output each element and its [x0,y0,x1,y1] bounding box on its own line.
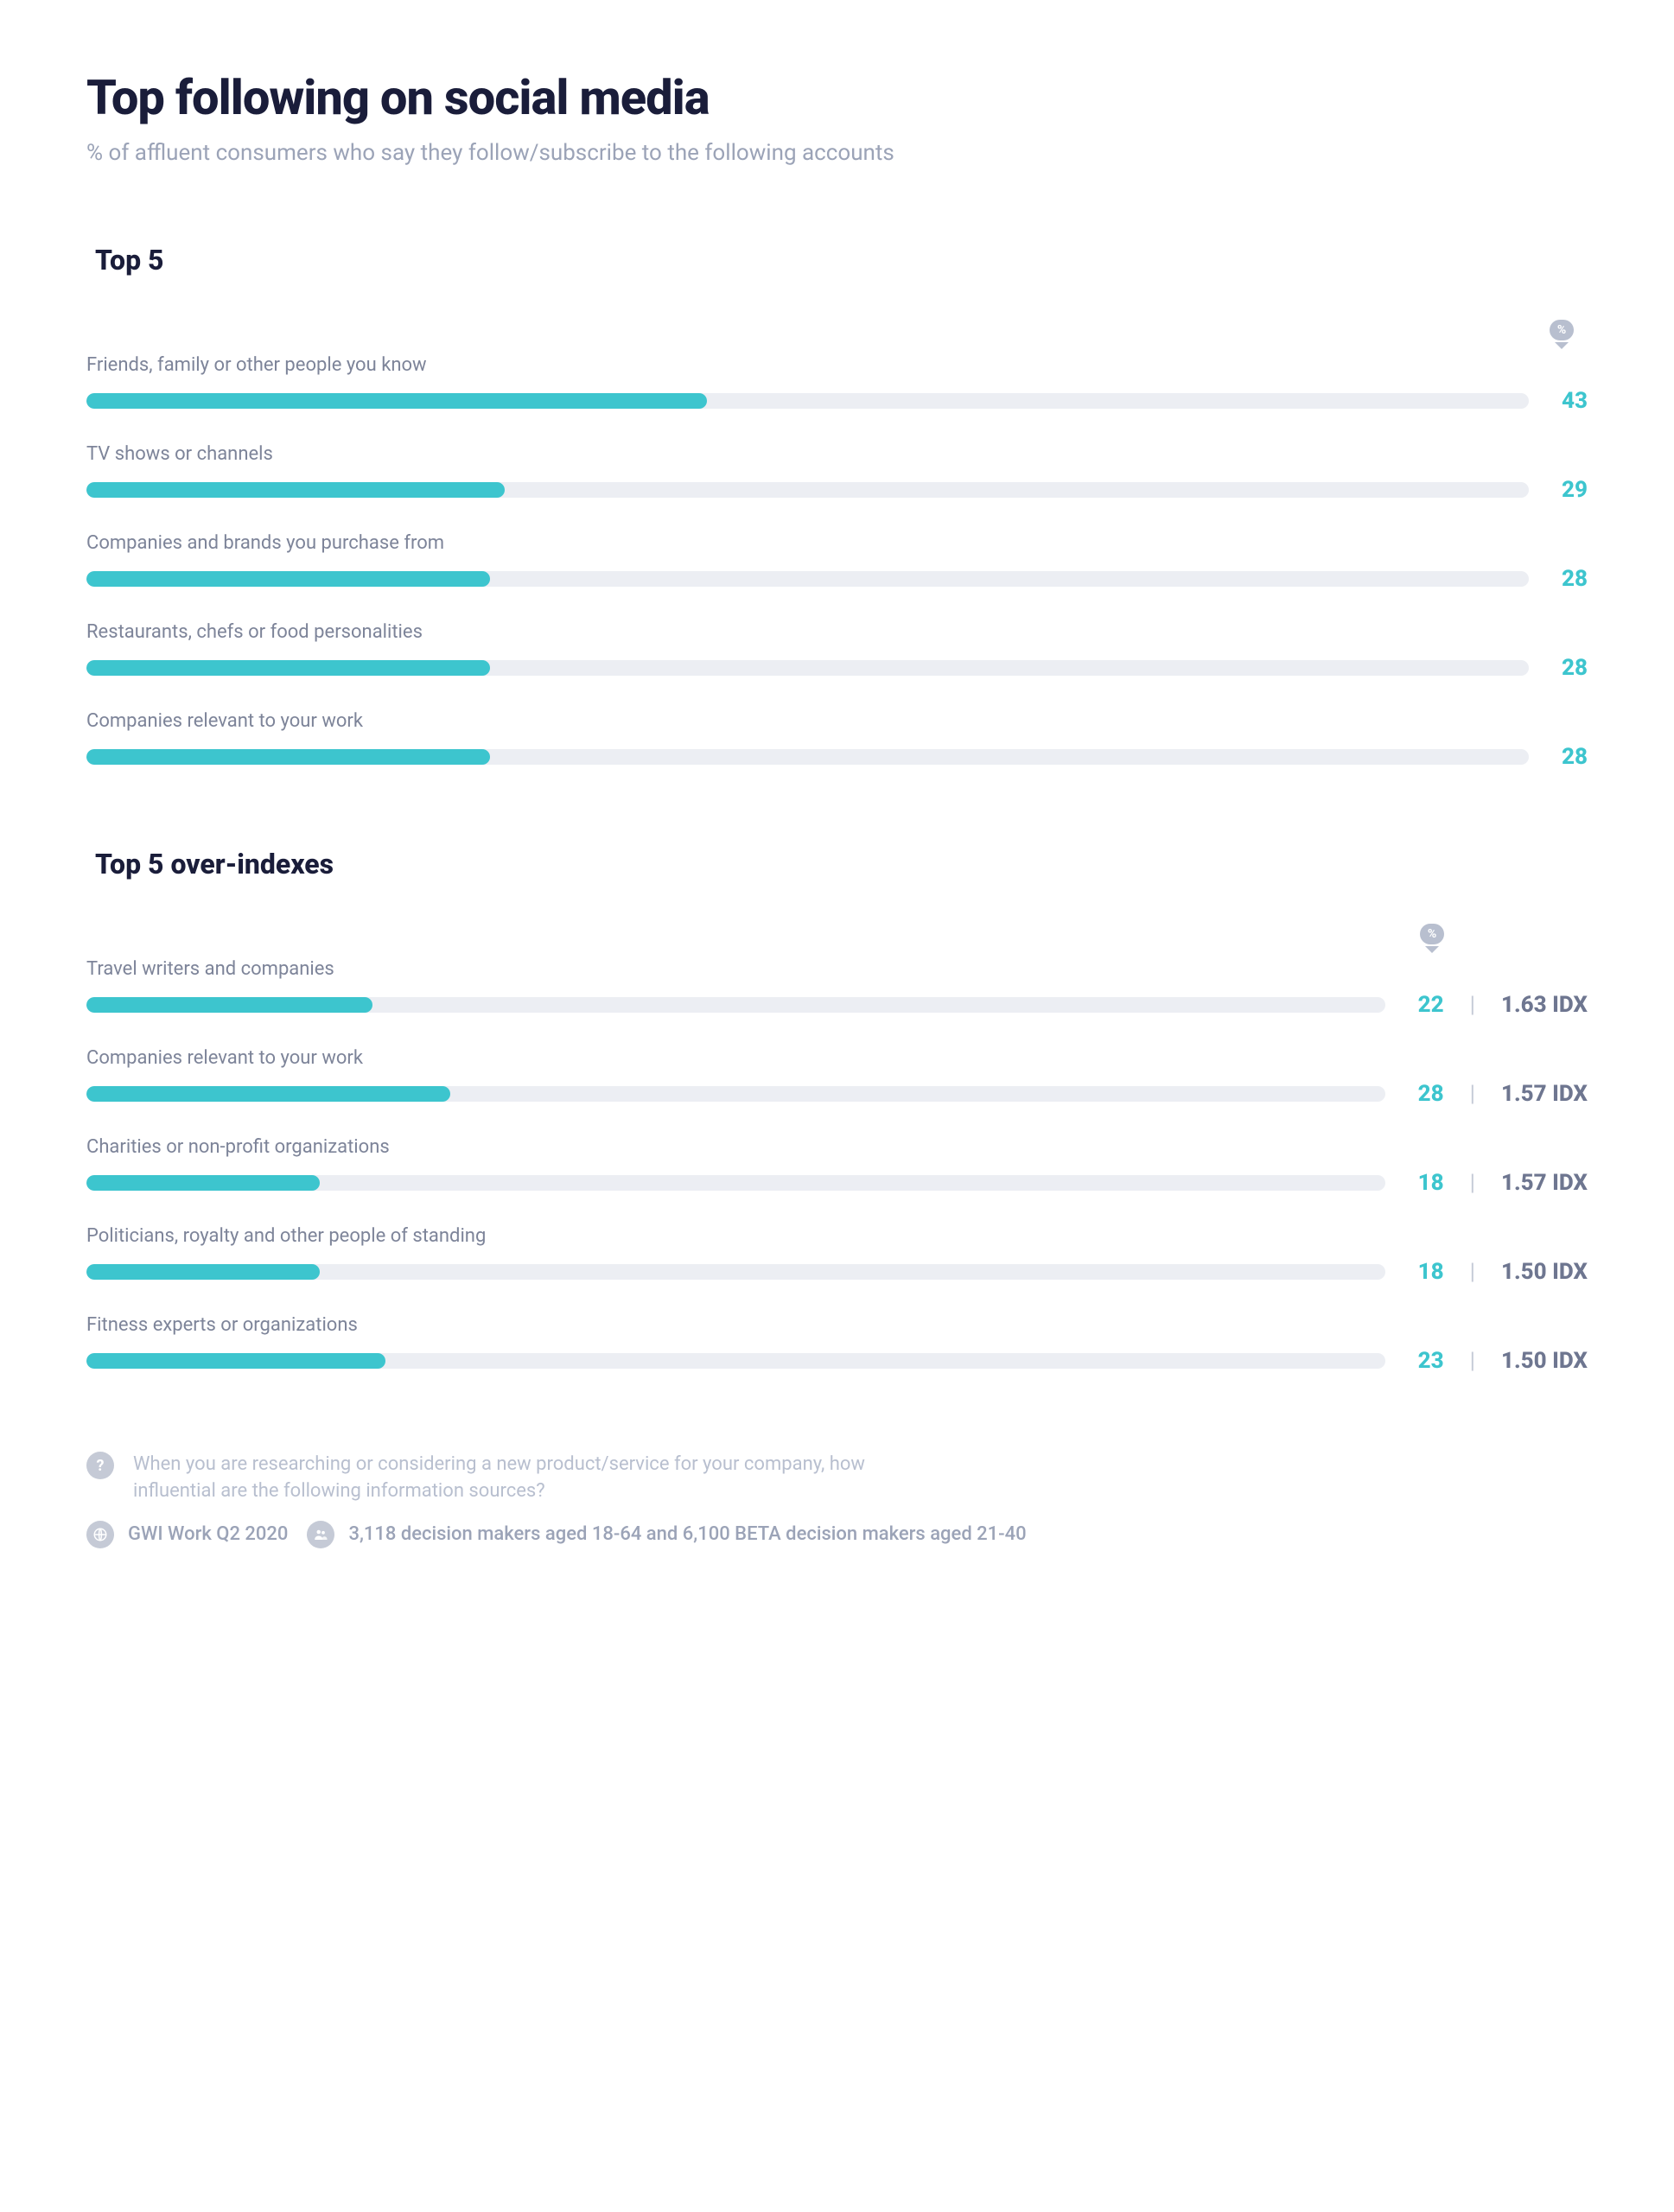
bar-row: 28 [86,566,1588,592]
bar-label: Politicians, royalty and other people of… [86,1225,1588,1247]
section-top5: Top 5 % Friends, family or other people … [86,244,1588,770]
bar-entry: Charities or non-profit organizations 18… [86,1136,1588,1196]
bar-fill [86,1353,385,1369]
pct-marker-row: % [86,320,1588,349]
bar-value: 29 [1551,477,1588,503]
bar-value: 18 [1408,1170,1444,1196]
footer-question-row: ? When you are researching or considerin… [86,1452,1588,1505]
bar-row: 18 | 1.57 IDX [86,1170,1588,1196]
bar-value: 22 [1408,992,1444,1018]
percent-marker-icon: % [1536,320,1588,349]
bar-fill [86,571,490,587]
bar-track [86,571,1529,587]
bar-fill [86,997,372,1013]
bar-fill [86,1264,320,1280]
page-subtitle: % of affluent consumers who say they fol… [86,140,1588,166]
bar-track [86,1086,1385,1102]
footer-sample-item: 3,118 decision makers aged 18-64 and 6,1… [307,1521,1026,1548]
question-icon: ? [86,1452,114,1479]
bar-row: 28 [86,655,1588,681]
bar-track [86,749,1529,765]
globe-icon [86,1521,114,1548]
bar-value: 28 [1408,1081,1444,1107]
bar-entry: Friends, family or other people you know… [86,354,1588,414]
bar-value: 18 [1408,1259,1444,1285]
bar-row: 28 [86,744,1588,770]
bar-row: 22 | 1.63 IDX [86,992,1588,1018]
section-title-top5: Top 5 [95,244,1588,276]
idx-separator: | [1470,1348,1475,1374]
idx-separator: | [1470,1170,1475,1196]
bar-row: 28 | 1.57 IDX [86,1081,1588,1107]
caret-down-icon [1555,342,1569,349]
bar-row: 43 [86,388,1588,414]
bar-value: 28 [1551,655,1588,681]
bar-fill [86,1175,320,1191]
percent-bubble: % [1420,924,1444,944]
bar-label: TV shows or channels [86,443,1588,465]
bar-fill [86,1086,450,1102]
bar-row: 18 | 1.50 IDX [86,1259,1588,1285]
idx-value: 1.57 IDX [1501,1081,1588,1107]
bar-track [86,1353,1385,1369]
idx-value: 1.50 IDX [1501,1259,1588,1285]
caret-down-icon [1425,946,1439,953]
bar-value: 28 [1551,744,1588,770]
idx-value: 1.50 IDX [1501,1348,1588,1374]
idx-separator: | [1470,1259,1475,1285]
bar-label: Restaurants, chefs or food personalities [86,621,1588,643]
section-overindex: Top 5 over-indexes % Travel writers and … [86,848,1588,1374]
pct-marker-row: % [86,924,1588,953]
bar-track [86,393,1529,409]
bar-value: 23 [1408,1348,1444,1374]
bar-fill [86,393,707,409]
bar-track [86,1264,1385,1280]
footer-sample-text: 3,118 decision makers aged 18-64 and 6,1… [348,1523,1026,1545]
idx-separator: | [1470,992,1475,1018]
overindex-list: Travel writers and companies 22 | 1.63 I… [86,958,1588,1374]
top5-list: Friends, family or other people you know… [86,354,1588,770]
bar-entry: Companies relevant to your work 28 [86,710,1588,770]
bar-entry: TV shows or channels 29 [86,443,1588,503]
bar-track [86,482,1529,498]
bar-entry: Fitness experts or organizations 23 | 1.… [86,1314,1588,1374]
bar-entry: Politicians, royalty and other people of… [86,1225,1588,1285]
bar-row: 29 [86,477,1588,503]
idx-separator: | [1470,1081,1475,1107]
footer-question-text: When you are researching or considering … [133,1452,911,1505]
bar-label: Charities or non-profit organizations [86,1136,1588,1158]
footer-meta-row: GWI Work Q2 2020 3,118 decision makers a… [86,1521,1588,1548]
bar-entry: Restaurants, chefs or food personalities… [86,621,1588,681]
bar-label: Friends, family or other people you know [86,354,1588,376]
bar-fill [86,749,490,765]
idx-value: 1.57 IDX [1501,1170,1588,1196]
bar-label: Fitness experts or organizations [86,1314,1588,1336]
bar-fill [86,660,490,676]
bar-track [86,997,1385,1013]
people-icon [307,1521,334,1548]
bar-value: 28 [1551,566,1588,592]
bar-label: Companies relevant to your work [86,1047,1588,1069]
bar-track [86,660,1529,676]
bar-label: Companies relevant to your work [86,710,1588,732]
footer-source-text: GWI Work Q2 2020 [128,1523,288,1545]
percent-marker-icon: % [1406,924,1458,953]
page-title: Top following on social media [86,69,1588,126]
footer-source-item: GWI Work Q2 2020 [86,1521,288,1548]
bar-value: 43 [1551,388,1588,414]
bar-entry: Travel writers and companies 22 | 1.63 I… [86,958,1588,1018]
section-title-overindex: Top 5 over-indexes [95,848,1588,880]
bar-row: 23 | 1.50 IDX [86,1348,1588,1374]
percent-bubble: % [1550,320,1574,340]
bar-fill [86,482,505,498]
bar-track [86,1175,1385,1191]
bar-entry: Companies relevant to your work 28 | 1.5… [86,1047,1588,1107]
bar-label: Travel writers and companies [86,958,1588,980]
idx-value: 1.63 IDX [1501,992,1588,1018]
bar-entry: Companies and brands you purchase from 2… [86,532,1588,592]
bar-label: Companies and brands you purchase from [86,532,1588,554]
footer: ? When you are researching or considerin… [86,1452,1588,1548]
